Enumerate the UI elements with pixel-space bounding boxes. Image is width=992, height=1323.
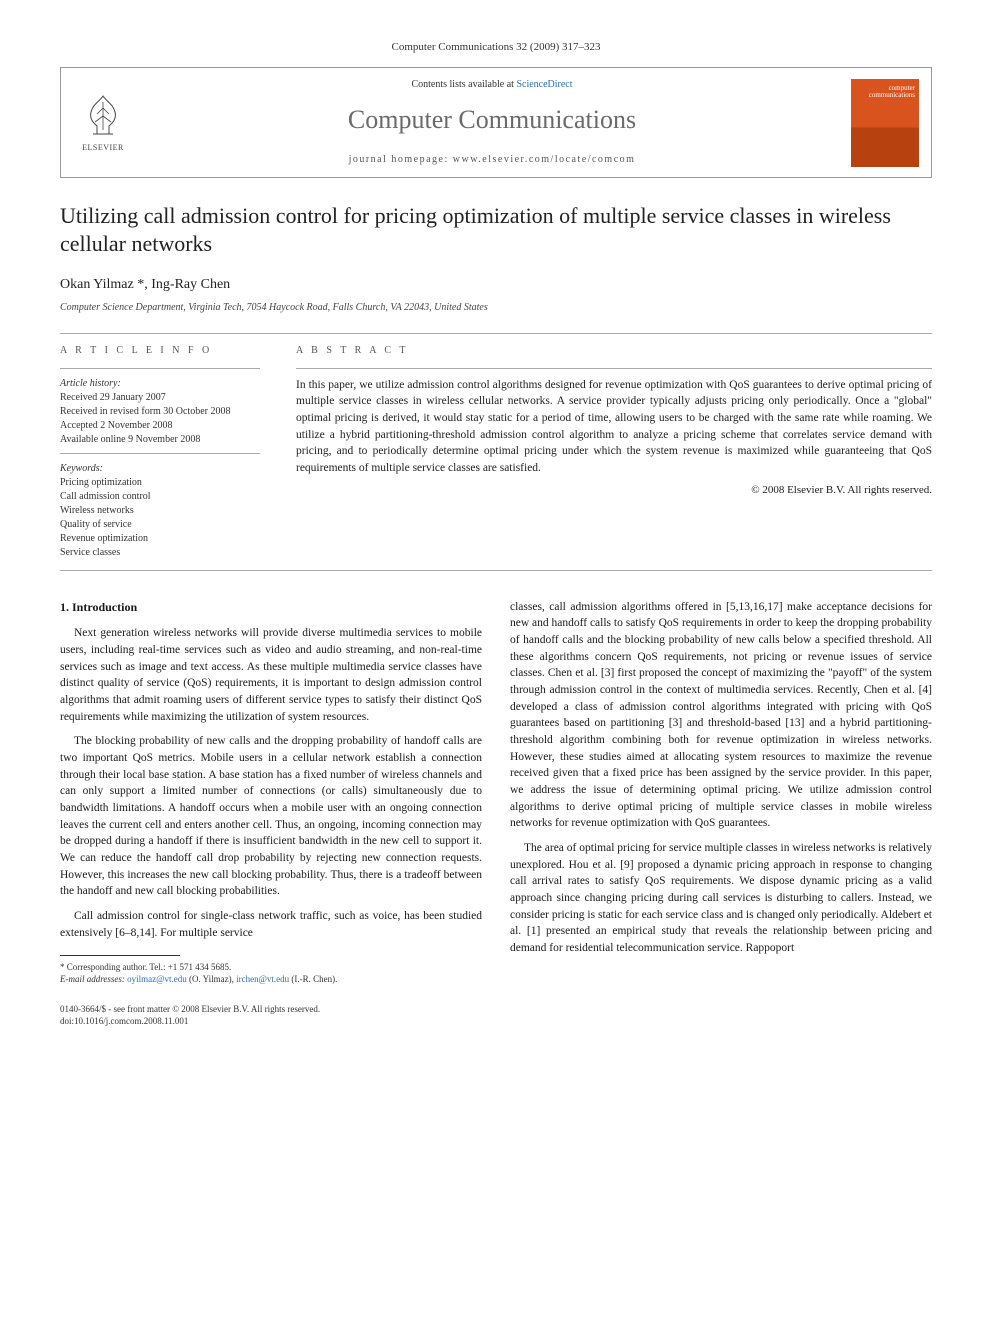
journal-cover-thumb: computer communications bbox=[851, 79, 919, 167]
header-citation: Computer Communications 32 (2009) 317–32… bbox=[60, 40, 932, 55]
contents-prefix: Contents lists available at bbox=[411, 79, 516, 90]
cover-thumb-text: computer communications bbox=[851, 85, 915, 100]
email-link[interactable]: irchen@vt.edu bbox=[236, 974, 289, 984]
body-paragraph: The area of optimal pricing for service … bbox=[510, 840, 932, 957]
keyword: Call admission control bbox=[60, 490, 260, 504]
history-item: Accepted 2 November 2008 bbox=[60, 419, 260, 433]
divider bbox=[60, 333, 932, 334]
keywords-label: Keywords: bbox=[60, 462, 260, 476]
keyword: Service classes bbox=[60, 546, 260, 560]
email-name: (O. Yilmaz), bbox=[187, 974, 236, 984]
section-heading: 1. Introduction bbox=[60, 599, 482, 616]
email-name: (I.-R. Chen). bbox=[289, 974, 337, 984]
footnote-separator bbox=[60, 955, 180, 956]
keyword: Pricing optimization bbox=[60, 476, 260, 490]
article-info-label: A R T I C L E I N F O bbox=[60, 344, 260, 358]
history-label: Article history: bbox=[60, 377, 260, 391]
corresponding-author: * Corresponding author. Tel.: +1 571 434… bbox=[60, 962, 482, 974]
history-item: Available online 9 November 2008 bbox=[60, 433, 260, 447]
divider bbox=[296, 368, 932, 369]
body-paragraph: The blocking probability of new calls an… bbox=[60, 733, 482, 900]
sciencedirect-link[interactable]: ScienceDirect bbox=[516, 79, 572, 90]
article-title: Utilizing call admission control for pri… bbox=[60, 202, 932, 259]
journal-name: Computer Communications bbox=[147, 102, 837, 138]
elsevier-label: ELSEVIER bbox=[82, 142, 124, 153]
affiliation: Computer Science Department, Virginia Te… bbox=[60, 301, 932, 315]
email-footnote: E-mail addresses: oyilmaz@vt.edu (O. Yil… bbox=[60, 974, 482, 986]
journal-homepage: journal homepage: www.elsevier.com/locat… bbox=[147, 153, 837, 167]
abstract-text: In this paper, we utilize admission cont… bbox=[296, 377, 932, 477]
body-paragraph: Next generation wireless networks will p… bbox=[60, 625, 482, 725]
email-label: E-mail addresses: bbox=[60, 974, 125, 984]
history-item: Received in revised form 30 October 2008 bbox=[60, 405, 260, 419]
history-item: Received 29 January 2007 bbox=[60, 391, 260, 405]
body-paragraph: classes, call admission algorithms offer… bbox=[510, 599, 932, 832]
keyword: Revenue optimization bbox=[60, 532, 260, 546]
abstract-copyright: © 2008 Elsevier B.V. All rights reserved… bbox=[296, 483, 932, 498]
elsevier-tree-icon bbox=[79, 92, 127, 140]
keyword: Quality of service bbox=[60, 518, 260, 532]
email-link[interactable]: oyilmaz@vt.edu bbox=[127, 974, 187, 984]
divider bbox=[60, 453, 260, 454]
issn-line: 0140-3664/$ - see front matter © 2008 El… bbox=[60, 1004, 932, 1016]
authors: Okan Yilmaz *, Ing-Ray Chen bbox=[60, 275, 932, 295]
divider bbox=[60, 368, 260, 369]
keyword: Wireless networks bbox=[60, 504, 260, 518]
contents-list-line: Contents lists available at ScienceDirec… bbox=[147, 78, 837, 92]
divider bbox=[60, 570, 932, 571]
abstract-label: A B S T R A C T bbox=[296, 344, 932, 358]
doi-line: doi:10.1016/j.comcom.2008.11.001 bbox=[60, 1016, 932, 1028]
body-paragraph: Call admission control for single-class … bbox=[60, 908, 482, 941]
page-footer: 0140-3664/$ - see front matter © 2008 El… bbox=[60, 1004, 932, 1027]
journal-header-box: ELSEVIER Contents lists available at Sci… bbox=[60, 67, 932, 177]
elsevier-logo: ELSEVIER bbox=[73, 88, 133, 158]
